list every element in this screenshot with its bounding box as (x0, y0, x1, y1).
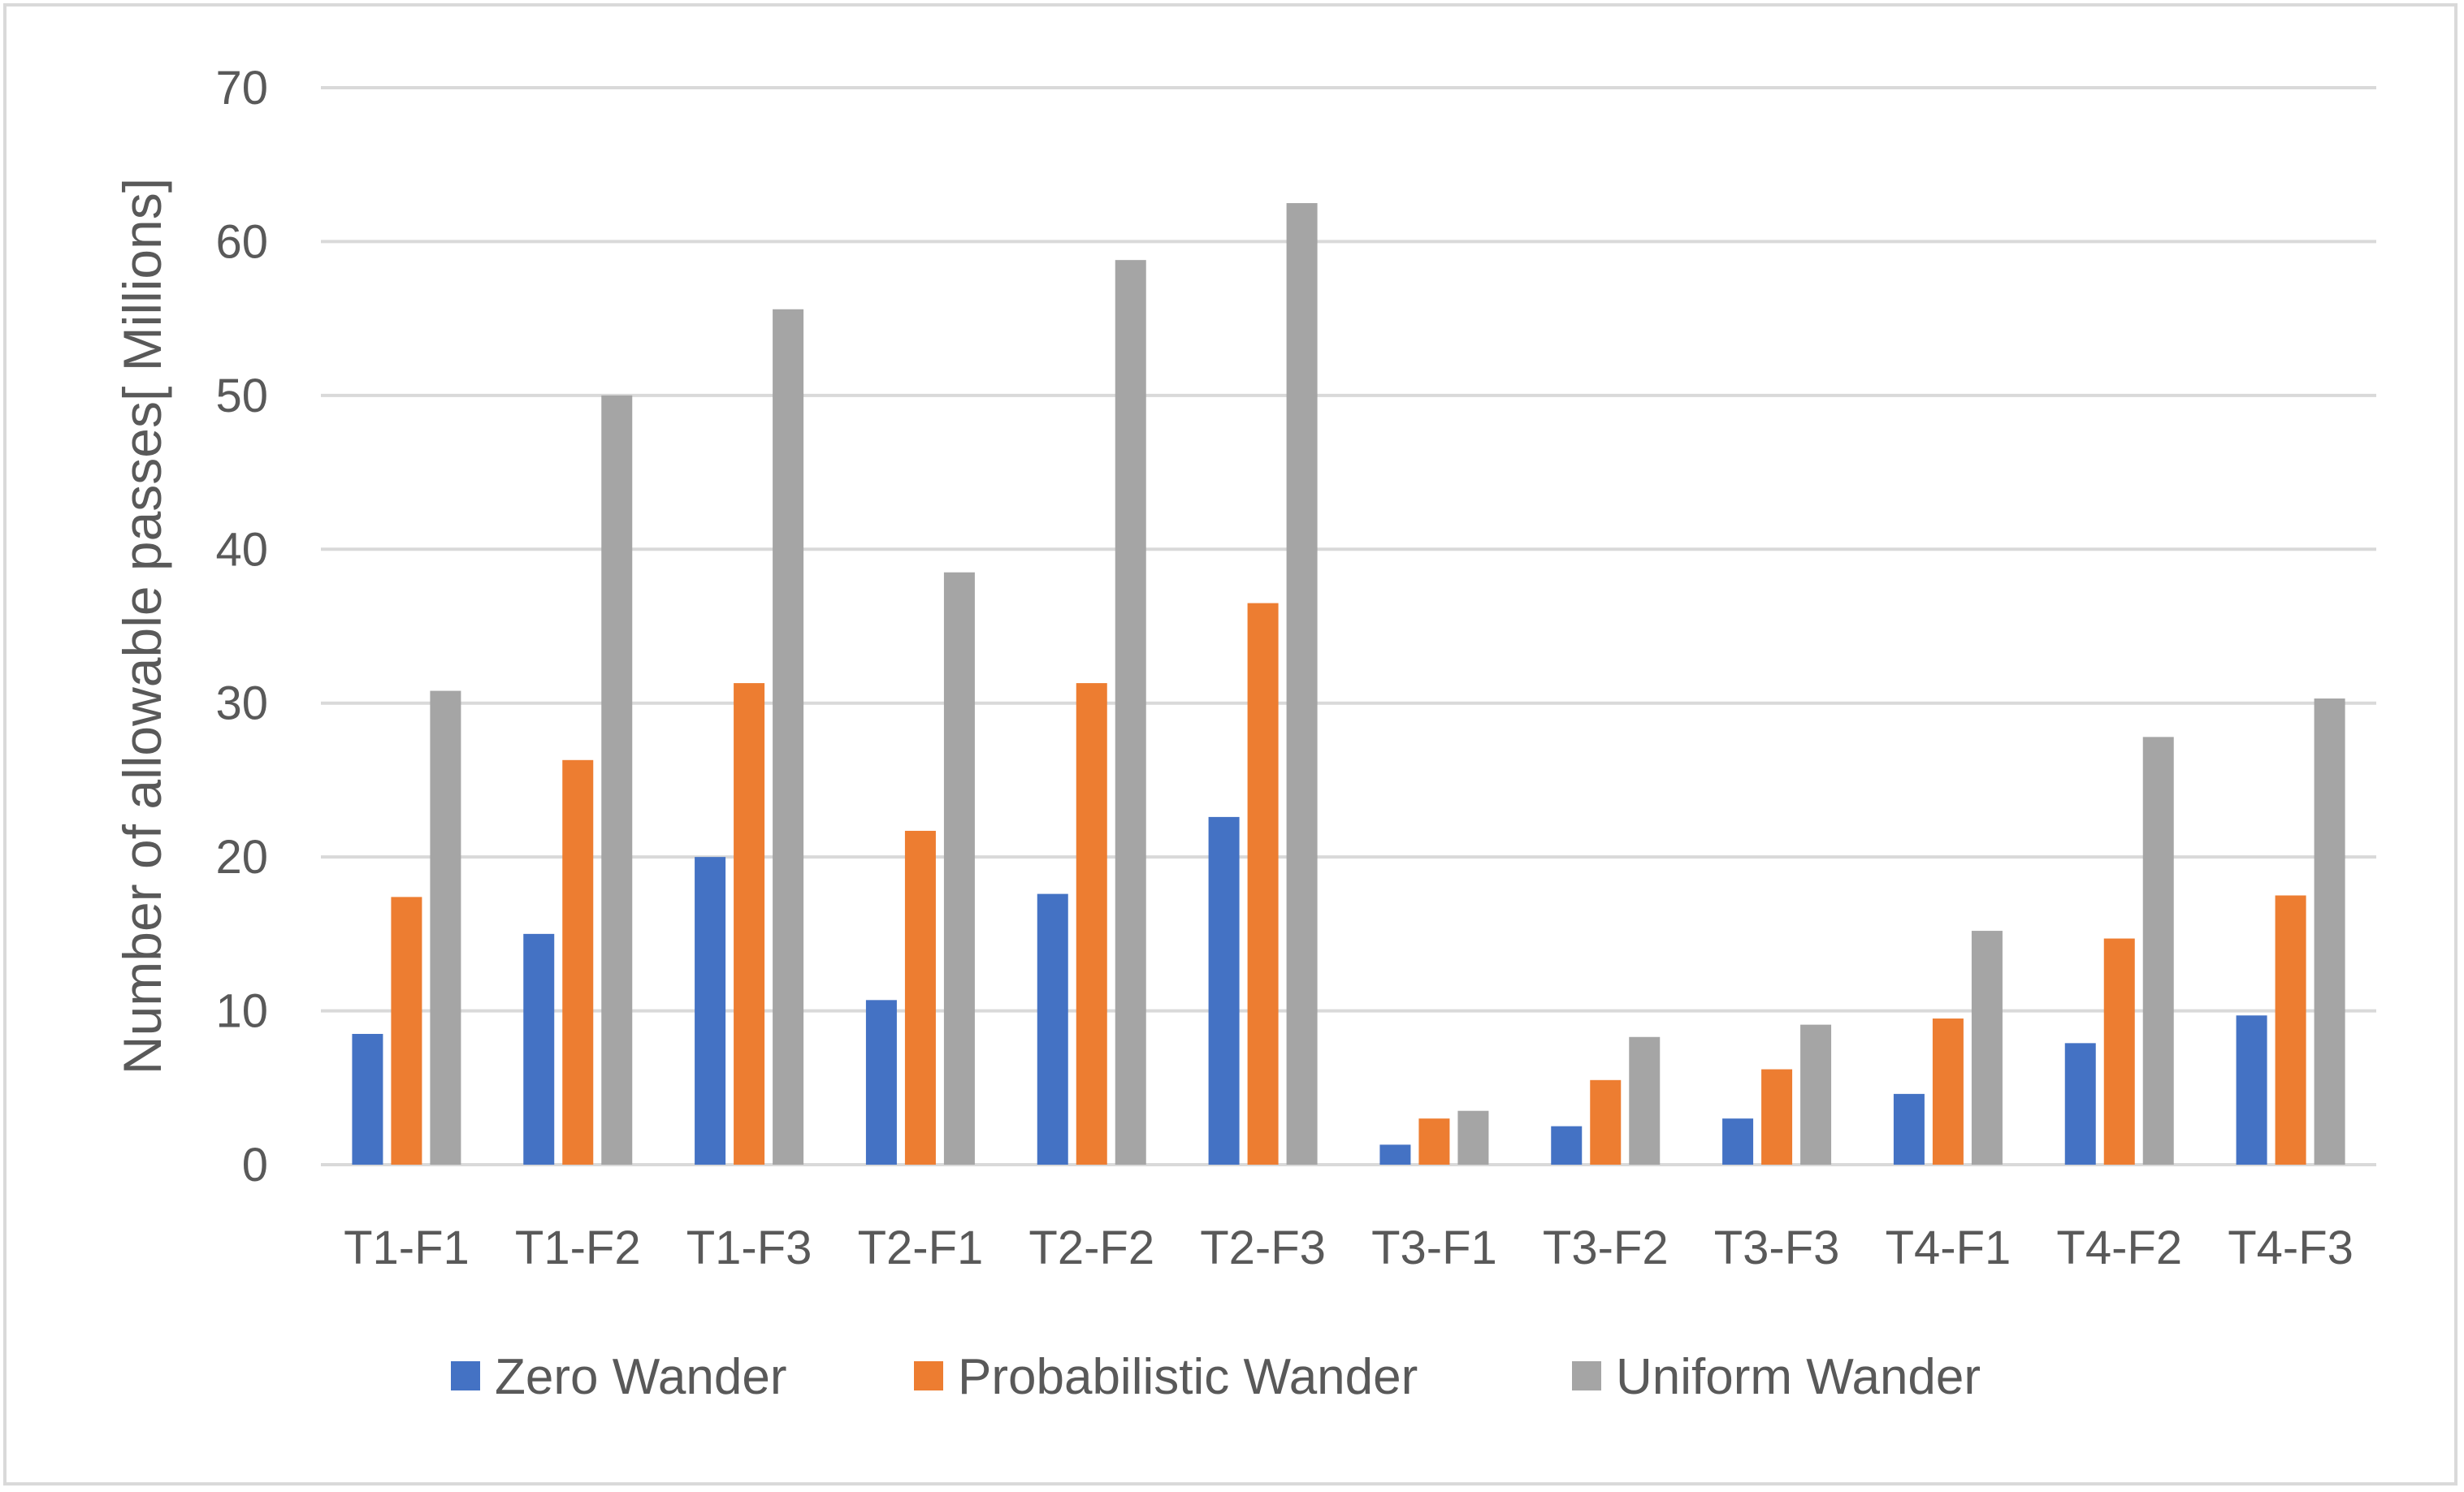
bar (2275, 895, 2306, 1165)
gridlines (321, 86, 2376, 1166)
bar (352, 1033, 383, 1165)
bar (1629, 1036, 1661, 1165)
chart-frame (3, 3, 2458, 1486)
bar (1418, 1118, 1450, 1165)
bar (1761, 1069, 1793, 1165)
legend-label: Zero Wander (495, 1349, 787, 1405)
x-tick-labels: T1-F1 T1-F2 T1-F3 T2-F1 T2-F2 T2-F3 T3-F1 T3-F2… (344, 1222, 2354, 1274)
x-tick-label: T4-F1 (1886, 1222, 2011, 1274)
bar (562, 759, 594, 1165)
legend-swatch (451, 1361, 480, 1390)
bar (943, 572, 975, 1165)
x-tick-label: T2-F1 (858, 1222, 984, 1274)
bar (1590, 1079, 1622, 1165)
y-tick-label: 10 (215, 985, 268, 1038)
y-tick-label: 40 (215, 523, 268, 576)
x-tick-label: T3-F1 (1371, 1222, 1497, 1274)
bar (391, 897, 422, 1165)
bar (1076, 683, 1107, 1165)
y-tick-label: 60 (215, 215, 268, 268)
bar (1247, 603, 1279, 1165)
bar (2103, 938, 2135, 1165)
legend-label: Uniform Wander (1616, 1349, 1981, 1405)
bar (865, 1000, 897, 1165)
bars (352, 203, 2345, 1165)
y-tick-label: 70 (215, 62, 268, 115)
bar (1551, 1126, 1583, 1165)
bar (773, 309, 804, 1165)
bar (1115, 260, 1146, 1165)
bar (1208, 816, 1240, 1165)
legend-label: Probabilistic Wander (958, 1349, 1418, 1405)
bar (1286, 203, 1318, 1165)
x-tick-label: T2-F3 (1200, 1222, 1326, 1274)
bar (1932, 1018, 1964, 1165)
bar (1457, 1110, 1489, 1165)
x-tick-label: T1-F3 (686, 1222, 812, 1274)
x-tick-label: T4-F3 (2228, 1222, 2354, 1274)
legend: Zero Wander Probabilistic Wander Uniform W… (451, 1349, 1981, 1405)
bar (1893, 1093, 1925, 1165)
bar (1971, 931, 2003, 1165)
x-tick-label: T2-F2 (1028, 1222, 1154, 1274)
bar (2236, 1015, 2267, 1165)
bar (734, 683, 765, 1165)
bar (1037, 893, 1068, 1165)
bar (1722, 1118, 1754, 1165)
x-tick-label: T1-F2 (515, 1222, 641, 1274)
bar (430, 690, 461, 1165)
y-tick-labels: 0 10 20 30 40 50 60 70 (215, 62, 268, 1191)
x-tick-label: T3-F3 (1714, 1222, 1840, 1274)
x-tick-label: T3-F2 (1543, 1222, 1669, 1274)
bar (2314, 698, 2345, 1165)
y-tick-label: 30 (215, 677, 268, 730)
bar (1800, 1024, 1832, 1165)
bar (523, 933, 555, 1165)
legend-swatch (1572, 1361, 1601, 1390)
bar (1379, 1144, 1411, 1165)
y-tick-label: 0 (242, 1139, 268, 1191)
bar (2142, 737, 2174, 1165)
legend-swatch (914, 1361, 943, 1390)
y-axis-title: Number of allowable passes[ Millions] (112, 178, 172, 1075)
bar (601, 395, 633, 1165)
bar (2064, 1043, 2096, 1165)
bar (904, 830, 936, 1165)
y-tick-label: 50 (215, 370, 268, 422)
y-tick-label: 20 (215, 831, 268, 884)
x-tick-label: T4-F2 (2056, 1222, 2182, 1274)
x-tick-label: T1-F1 (344, 1222, 470, 1274)
bar (695, 857, 726, 1165)
